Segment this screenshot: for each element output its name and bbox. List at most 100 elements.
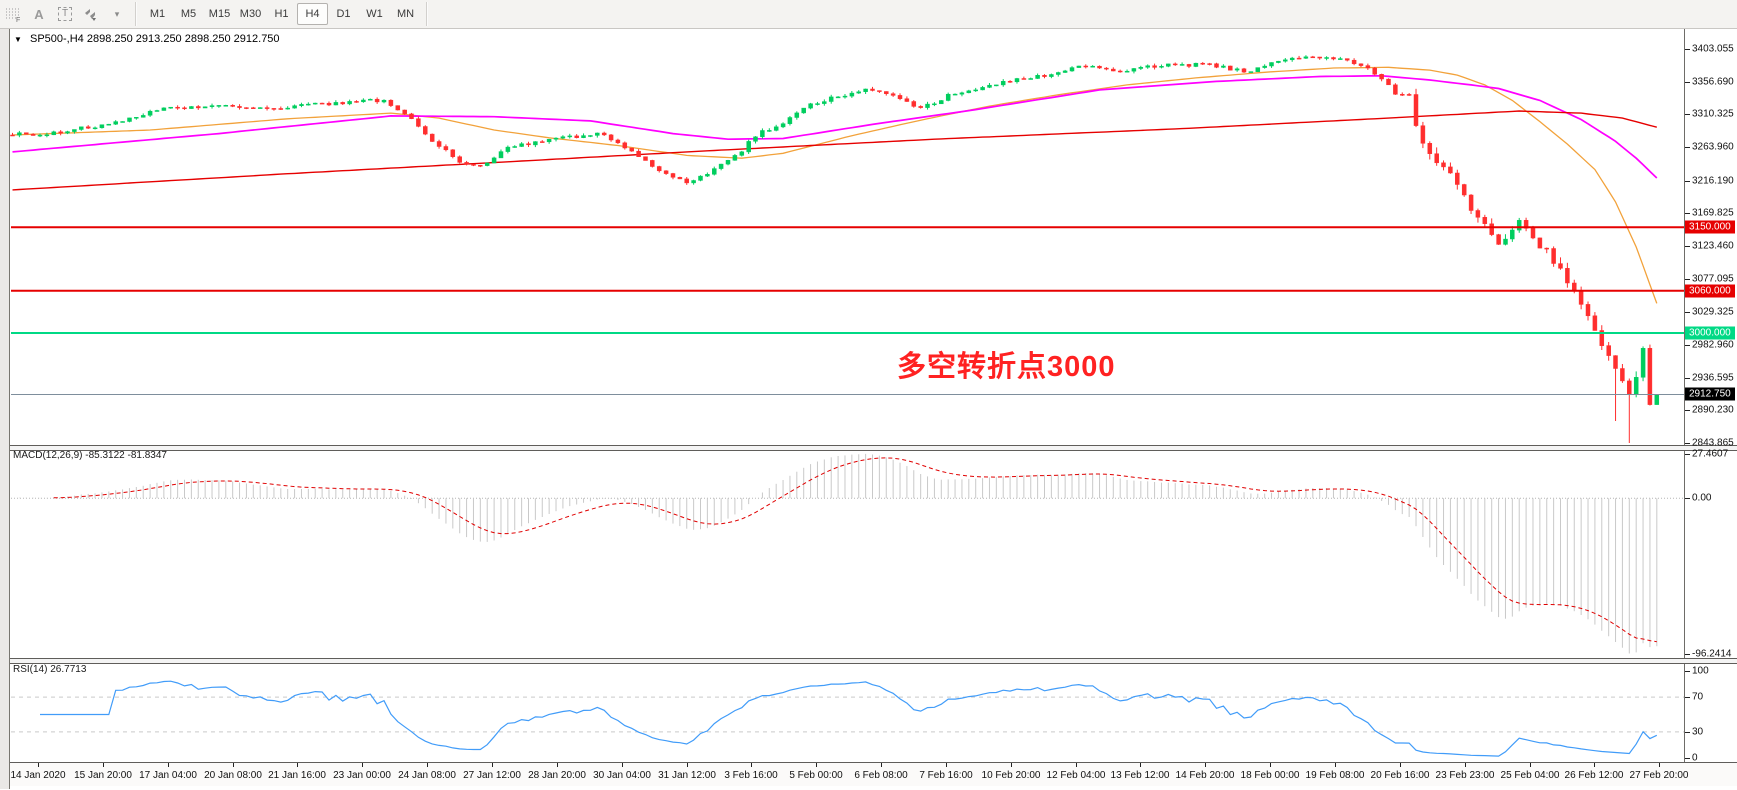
candle-body [1379,74,1384,80]
panel-splitter-macd[interactable] [10,445,1737,451]
candle-body [1448,166,1453,174]
timeframe-button-h1[interactable]: H1 [274,8,289,20]
price-axis-label: 3216.190 [1692,175,1734,187]
axis-tick [1685,49,1690,50]
candle-body [698,175,703,181]
candle-body [223,105,229,107]
time-axis-label: 23 Feb 23:00 [1435,770,1495,781]
timeframe-button-h4[interactable]: H4 [297,3,328,25]
candle-body [1152,65,1157,68]
candle-body [285,107,290,110]
axis-tick [1685,345,1690,346]
price-axis-label: 2843.865 [1692,437,1734,449]
candle-body [1228,65,1233,71]
time-axis-label: 31 Jan 12:00 [658,770,716,781]
candle-body [10,134,15,137]
text-select-icon[interactable]: T [52,3,78,25]
time-axis[interactable] [10,763,1737,786]
candle-body [264,107,270,109]
cycles-icon-svg [85,9,96,21]
price-axis-label: 2936.595 [1692,372,1734,384]
macd-axis-label: 0.00 [1692,492,1712,504]
timeframe-button-w1[interactable]: W1 [366,8,383,20]
time-axis-label: 14 Jan 2020 [10,770,66,781]
candle-body [92,127,98,130]
candle-body [17,132,22,136]
candle-body [1420,125,1426,144]
toolbar-separator [135,2,137,26]
timeframe-button-m15[interactable]: M15 [208,8,231,20]
candle-body [746,141,751,153]
candle-body [1537,237,1543,249]
macd-indicator-label: MACD(12,26,9) -85.3122 -81.8347 [13,450,167,461]
candle-body [1620,368,1625,382]
time-axis-label: 27 Jan 12:00 [463,770,521,781]
candle-body [1310,56,1316,59]
candle-body [890,93,896,96]
candle-body [787,117,793,124]
chart-text-annotation[interactable]: 多空转折点3000 [897,351,1116,383]
timeframe-button-m1[interactable]: M1 [149,8,166,20]
candle-body [457,156,462,163]
candle-body [1269,62,1274,67]
candle-body [966,90,972,94]
letter-a-icon[interactable]: A [34,6,44,22]
timeframe-button-d1[interactable]: D1 [336,8,351,20]
time-axis-tick [233,763,234,767]
candle-body [1441,162,1446,168]
rsi-indicator-label: RSI(14) 26.7713 [13,664,87,675]
timeframe-button-mn[interactable]: MN [396,8,415,20]
candle-body [533,141,538,146]
macd-signal-line [53,457,1657,643]
candle-body [574,135,579,138]
candle-body [429,133,435,142]
candle-body [340,102,345,105]
axis-tick [1685,654,1690,655]
candle-body [670,173,676,178]
cycles-icon[interactable] [78,3,104,25]
candle-body [395,105,401,111]
candle-body [1599,330,1605,346]
candle-body [478,165,483,167]
grid-f-icon[interactable]: F [0,3,26,25]
candle-body [1296,57,1302,60]
timeframe-button-m5[interactable]: M5 [180,8,197,20]
candle-body [849,92,855,97]
axis-tick [1685,410,1690,411]
timeframe-button-m30[interactable]: M30 [239,8,262,20]
candle-body [168,106,173,109]
time-axis-tick [1076,763,1077,767]
candle-body [402,109,407,115]
candle-body [464,162,469,165]
dropdown-caret-icon[interactable]: ▾ [114,8,120,19]
candle-body [1523,220,1529,229]
time-axis-label: 24 Jan 08:00 [398,770,456,781]
candle-body [636,150,641,157]
candle-body [361,99,366,103]
time-axis-label: 20 Feb 16:00 [1370,770,1430,781]
candle-body [1255,67,1261,72]
candle-body [643,156,648,161]
candle-body [629,147,634,152]
time-axis-label: 6 Feb 08:00 [854,770,908,781]
candle-body [1193,62,1199,67]
panel-splitter-rsi[interactable] [10,658,1737,664]
axis-tick [1685,114,1690,115]
candle-body [1117,70,1123,73]
candle-body [835,96,841,99]
symbol-dropdown-icon[interactable]: ▼ [14,35,22,44]
candle-body [230,105,235,107]
candle-body [1386,78,1391,86]
candle-body [1186,64,1192,67]
time-axis-label: 5 Feb 00:00 [789,770,843,781]
time-axis-tick [1140,763,1141,767]
candle-body [1331,57,1336,60]
candle-body [1606,345,1611,356]
time-axis-label: 13 Feb 12:00 [1110,770,1170,781]
candle-body [1338,58,1343,60]
candle-body [1131,68,1137,72]
candle-body [306,103,311,106]
candle-body [780,123,786,128]
time-axis-label: 26 Feb 12:00 [1564,770,1624,781]
